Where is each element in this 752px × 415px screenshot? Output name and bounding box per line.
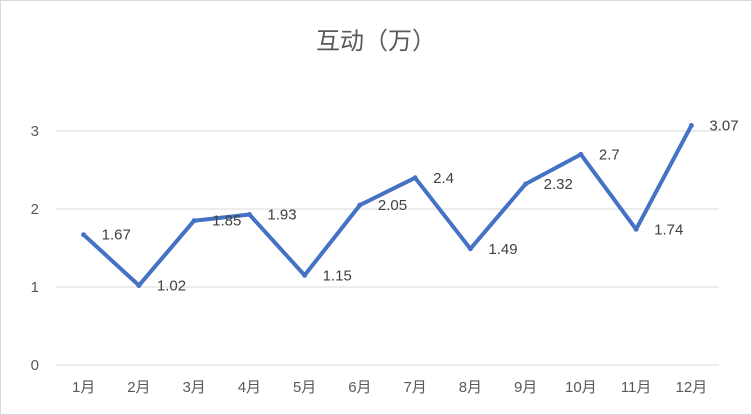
x-axis-ticks: 1月 2月 3月 4月 5月 6月 7月 8月 9月 10月 11月 12月 [72, 379, 707, 396]
data-point [302, 272, 308, 278]
gridlines [56, 130, 719, 366]
x-tick-label: 11月 [621, 379, 652, 396]
y-tick-label: 2 [31, 201, 39, 218]
x-tick-label: 8月 [459, 379, 482, 396]
data-label: 1.74 [654, 221, 683, 238]
data-label: 2.7 [599, 146, 620, 163]
x-tick-label: 7月 [403, 379, 426, 396]
data-point [246, 211, 252, 217]
y-axis-ticks: 0 1 2 3 [31, 123, 39, 374]
data-label: 3.07 [709, 118, 738, 135]
data-point [688, 123, 694, 129]
data-label: 2.4 [433, 170, 454, 187]
x-tick-label: 10月 [565, 379, 597, 396]
data-point [412, 175, 418, 181]
y-tick-label: 1 [31, 279, 39, 296]
data-point [357, 202, 363, 208]
y-tick-label: 0 [31, 357, 39, 374]
data-point [81, 232, 87, 238]
data-label: 1.49 [488, 241, 517, 258]
data-point [578, 151, 584, 157]
data-point [191, 218, 197, 224]
data-point [136, 282, 142, 288]
y-tick-label: 3 [31, 123, 39, 140]
data-label: 2.32 [544, 176, 573, 193]
data-points [81, 123, 694, 288]
x-tick-label: 3月 [182, 379, 205, 396]
data-label: 1.93 [267, 206, 296, 223]
x-tick-label: 9月 [514, 379, 537, 396]
data-point [633, 226, 639, 232]
x-tick-label: 6月 [348, 379, 371, 396]
data-label: 1.15 [323, 267, 352, 284]
data-point [523, 181, 529, 187]
x-tick-label: 2月 [127, 379, 150, 396]
x-tick-label: 12月 [676, 379, 708, 396]
data-label: 1.02 [157, 277, 186, 294]
data-label: 2.05 [378, 197, 407, 214]
x-tick-label: 1月 [72, 379, 95, 396]
x-tick-label: 5月 [293, 379, 316, 396]
x-tick-label: 4月 [238, 379, 261, 396]
data-label: 1.67 [102, 227, 131, 244]
series-line [81, 123, 694, 288]
data-point [467, 246, 473, 252]
data-label: 1.85 [212, 213, 241, 230]
data-labels: 1.67 1.02 1.85 1.93 1.15 2.05 2.4 1.49 2.32 2.7 1.… [102, 118, 739, 295]
chart-title: 互动（万） [316, 27, 436, 55]
